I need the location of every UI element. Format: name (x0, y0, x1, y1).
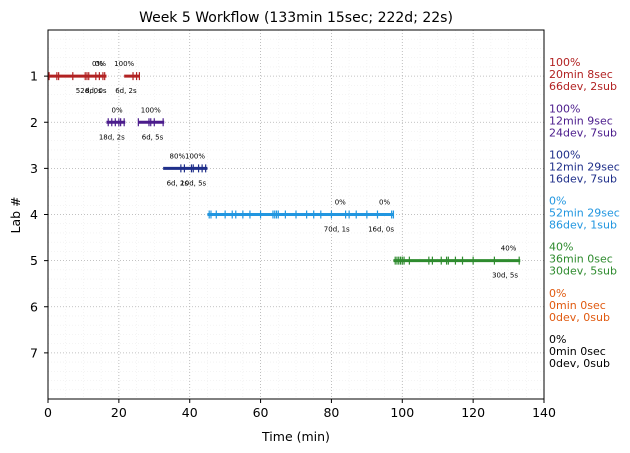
lab-3-count-label: 10d, 5s (180, 179, 206, 187)
y-tick-label: 2 (30, 115, 38, 130)
lab-7-summary-line: 0% (549, 333, 566, 346)
lab-5-summary-line: 36min 0sec (549, 253, 613, 266)
chart-title: Week 5 Workflow (133min 15sec; 222d; 22s… (139, 10, 453, 26)
lab-1-summary-line: 66dev, 2sub (549, 80, 617, 93)
lab-4-count-label: 70d, 1s (324, 226, 350, 234)
lab-3-summary-line: 16dev, 7sub (549, 172, 617, 185)
x-tick-label: 60 (253, 405, 269, 420)
x-tick-label: 80 (323, 405, 339, 420)
y-tick-label: 3 (30, 161, 38, 176)
lab-2-summary-line: 12min 9sec (549, 114, 613, 127)
lab-3-percent-label: 80% (170, 152, 186, 160)
lab-2-percent-label: 100% (141, 106, 161, 114)
lab-5-summary-line: 40% (549, 241, 573, 254)
x-tick-label: 40 (182, 405, 198, 420)
lab-4-summary-line: 86dev, 1sub (549, 219, 617, 232)
lab-1-count-label: 52d, 0s (76, 87, 102, 95)
x-tick-label: 120 (461, 405, 485, 420)
lab-3-summary-line: 12min 29sec (549, 160, 620, 173)
lab-1-percent-label: 0% (95, 60, 106, 68)
lab-7-summary-line: 0dev, 0sub (549, 357, 610, 370)
lab-2-percent-label: 0% (112, 106, 123, 114)
lab-5-count-label: 30d, 5s (492, 272, 518, 280)
y-tick-label: 5 (30, 253, 38, 268)
lab-6-summary-line: 0% (549, 287, 566, 300)
y-tick-label: 7 (30, 345, 38, 360)
lab-3-count-label: 6d, 2s (167, 179, 189, 187)
lab-3-percent-label: 100% (185, 152, 205, 160)
lab-5-percent-label: 40% (501, 245, 517, 253)
lab-2-count-label: 18d, 2s (99, 133, 125, 141)
lab-2-count-label: 6d, 5s (142, 133, 164, 141)
y-axis-label: Lab # (8, 196, 23, 233)
lab-7-summary-line: 0min 0sec (549, 345, 606, 358)
lab-1-percent-label: 100% (114, 60, 134, 68)
lab-1-percent-label: 0% (92, 60, 103, 68)
x-tick-label: 140 (532, 405, 556, 420)
y-tick-label: 1 (30, 69, 38, 84)
x-tick-label: 100 (390, 405, 414, 420)
lab-4-percent-label: 0% (335, 199, 346, 207)
x-tick-label: 20 (111, 405, 127, 420)
lab-2-summary-line: 100% (549, 102, 580, 115)
lab-5-summary-line: 30dev, 5sub (549, 265, 617, 278)
lab-1-count-label: 8d, 0s (85, 87, 107, 95)
lab-2-summary-line: 24dev, 7sub (549, 126, 617, 139)
lab-6-summary-line: 0min 0sec (549, 299, 606, 312)
lab-4-percent-label: 0% (379, 199, 390, 207)
x-tick-label: 0 (44, 405, 52, 420)
lab-6-summary-line: 0dev, 0sub (549, 311, 610, 324)
lab-1-summary-line: 100% (549, 56, 580, 69)
y-tick-label: 4 (30, 207, 38, 222)
lab-4-summary-line: 52min 29sec (549, 207, 620, 220)
x-axis-label: Time (min) (261, 429, 330, 444)
axes: 0 20 40 60 80 100 120 140 1 2 3 4 5 6 7 (30, 69, 556, 420)
lab-1-summary-line: 20min 8sec (549, 68, 613, 81)
y-tick-label: 6 (30, 299, 38, 314)
lab-3-summary-line: 100% (549, 148, 580, 161)
lab-1-count-label: 6d, 2s (115, 87, 137, 95)
lab-4-count-label: 16d, 0s (368, 226, 394, 234)
lab-4-summary-line: 0% (549, 195, 566, 208)
